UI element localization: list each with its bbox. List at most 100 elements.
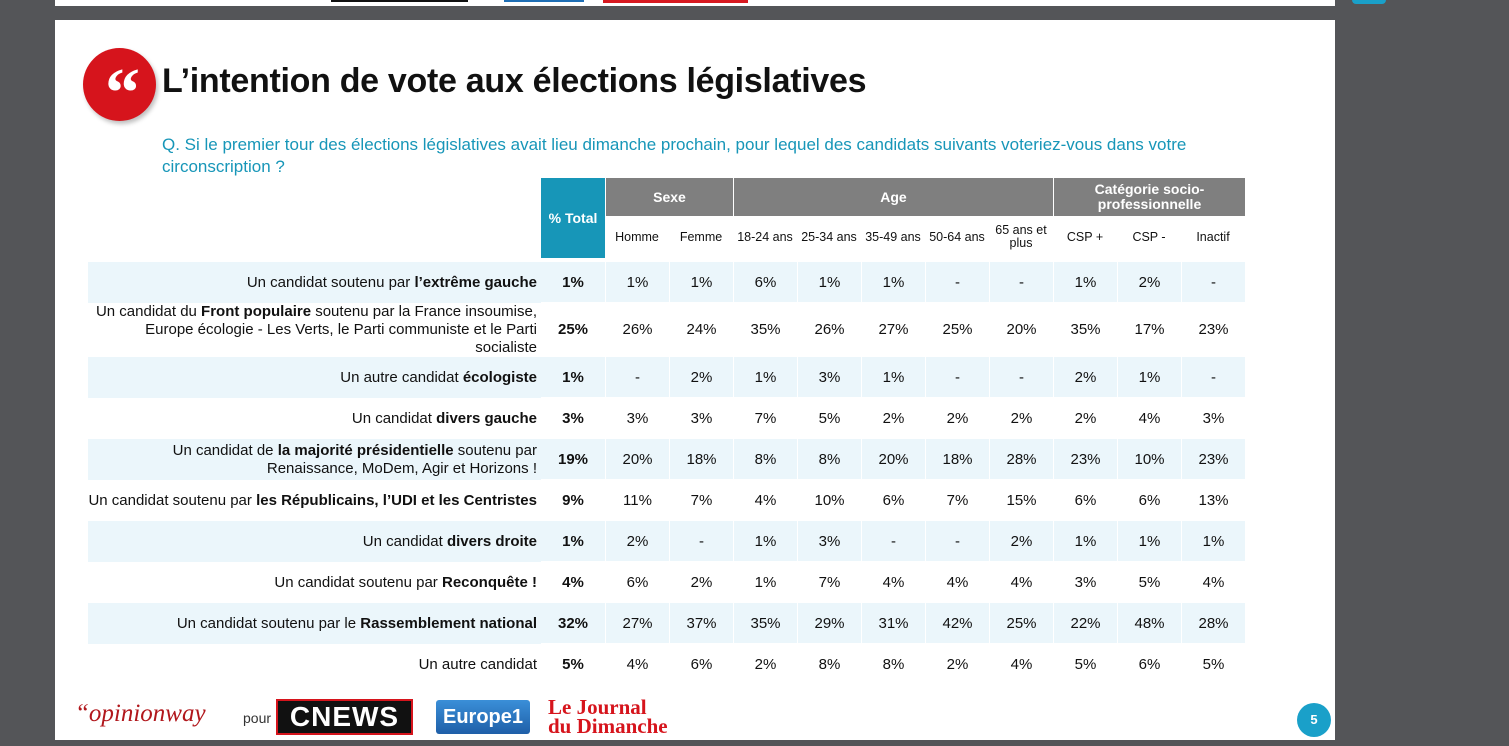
value-cell: 1% bbox=[1117, 521, 1181, 562]
row-label-text: Un candidat du bbox=[95, 303, 202, 320]
value-cell: 5% bbox=[1053, 644, 1117, 685]
value-cell: 2% bbox=[925, 398, 989, 439]
row-label: Un candidat soutenu par l’extrême gauche bbox=[88, 262, 541, 303]
value-cell: 3% bbox=[669, 398, 733, 439]
value-cell: 42% bbox=[925, 603, 989, 644]
value-cell: 27% bbox=[861, 303, 925, 357]
row-label-text: Un candidat soutenu par le bbox=[176, 614, 361, 632]
previous-cnews-logo bbox=[331, 0, 468, 2]
sub-header: Femme bbox=[679, 229, 723, 244]
value-cell: 3% bbox=[605, 398, 669, 439]
value-cell: 7% bbox=[733, 398, 797, 439]
value-cell: 4% bbox=[989, 562, 1053, 603]
row-label: Un candidat soutenu par les Républicains… bbox=[88, 480, 541, 521]
row-label-bold: les Républicains, l’UDI et les Centriste… bbox=[256, 491, 537, 509]
row-label-bold: l’extrême gauche bbox=[414, 273, 537, 291]
value-cell: 7% bbox=[797, 562, 861, 603]
value-cell: - bbox=[989, 357, 1053, 398]
sub-header: 50-64 ans bbox=[929, 229, 985, 244]
value-cell: 31% bbox=[861, 603, 925, 644]
value-cell: 1% bbox=[1117, 357, 1181, 398]
jdd-logo-line2: du Dimanche bbox=[548, 714, 668, 738]
value-cell: 1% bbox=[605, 262, 669, 303]
value-cell: 6% bbox=[733, 262, 797, 303]
value-cell: 15% bbox=[989, 480, 1053, 521]
value-cell: 10% bbox=[1117, 439, 1181, 480]
value-cell: 1% bbox=[733, 562, 797, 603]
row-label-bold: divers droite bbox=[446, 532, 537, 550]
value-cell: 2% bbox=[669, 357, 733, 398]
value-cell: 3% bbox=[797, 357, 861, 398]
value-cell: 2% bbox=[861, 398, 925, 439]
previous-slide-edge bbox=[55, 0, 1386, 6]
total-cell: 19% bbox=[541, 439, 605, 480]
row-label-text: Un candidat soutenu par bbox=[246, 273, 415, 291]
row-label-text: Un autre candidat bbox=[418, 655, 537, 673]
value-cell: 2% bbox=[989, 398, 1053, 439]
value-cell: 6% bbox=[669, 644, 733, 685]
row-label: Un autre candidat bbox=[88, 644, 541, 685]
row-label: Un autre candidat écologiste bbox=[88, 357, 541, 398]
row-label: Un candidat de la majorité présidentiell… bbox=[88, 439, 541, 480]
value-cell: - bbox=[925, 262, 989, 303]
value-cell: 1% bbox=[797, 262, 861, 303]
value-cell: - bbox=[669, 521, 733, 562]
row-label-text: Un candidat bbox=[362, 532, 447, 550]
value-cell: 4% bbox=[605, 644, 669, 685]
value-cell: 2% bbox=[989, 521, 1053, 562]
total-cell: 25% bbox=[541, 303, 605, 357]
value-cell: 3% bbox=[1053, 562, 1117, 603]
value-cell: 6% bbox=[1053, 480, 1117, 521]
value-cell: 5% bbox=[1181, 644, 1245, 685]
value-cell: 23% bbox=[1181, 303, 1245, 357]
row-label: Un candidat du Front populaire soutenu p… bbox=[88, 303, 541, 357]
row-label-text: Un candidat bbox=[351, 409, 437, 427]
row-label-text: soutenu par la France insoumise, Europe … bbox=[145, 303, 537, 356]
jdd-logo: Le Journal du Dimanche bbox=[548, 697, 698, 738]
value-cell: 4% bbox=[1117, 398, 1181, 439]
row-label: Un candidat soutenu par le Rassemblement… bbox=[88, 603, 541, 644]
previous-page-number bbox=[1352, 0, 1386, 4]
sub-header: CSP + bbox=[1066, 229, 1104, 244]
row-label-bold: Front populaire bbox=[201, 303, 312, 320]
value-cell: 5% bbox=[797, 398, 861, 439]
cnews-logo: CNEWS bbox=[276, 699, 413, 735]
value-cell: 2% bbox=[925, 644, 989, 685]
value-cell: 8% bbox=[797, 439, 861, 480]
table-row: Un candidat du Front populaire soutenu p… bbox=[88, 303, 1245, 357]
table-row: Un candidat soutenu par les Républicains… bbox=[88, 480, 1245, 521]
value-cell: 26% bbox=[605, 303, 669, 357]
previous-europe1-logo bbox=[504, 0, 584, 2]
value-cell: 6% bbox=[861, 480, 925, 521]
europe1-logo: Europe1 bbox=[436, 700, 530, 734]
value-cell: 6% bbox=[1117, 644, 1181, 685]
value-cell: 1% bbox=[1181, 521, 1245, 562]
value-cell: 20% bbox=[861, 439, 925, 480]
group-header-age: Age bbox=[733, 178, 1053, 216]
value-cell: 26% bbox=[797, 303, 861, 357]
table-row: Un autre candidat écologiste 1% -2% 1% 3% 1% -… bbox=[88, 357, 1245, 398]
value-cell: - bbox=[1181, 262, 1245, 303]
value-cell: 20% bbox=[989, 303, 1053, 357]
value-cell: 24% bbox=[669, 303, 733, 357]
slide: “ L’intention de vote aux élections légi… bbox=[55, 20, 1335, 740]
value-cell: 28% bbox=[1181, 603, 1245, 644]
value-cell: 2% bbox=[1053, 357, 1117, 398]
value-cell: - bbox=[925, 357, 989, 398]
value-cell: 8% bbox=[797, 644, 861, 685]
value-cell: 18% bbox=[669, 439, 733, 480]
total-cell: 5% bbox=[541, 644, 605, 685]
previous-jdd-logo bbox=[603, 0, 748, 3]
sub-header: 65 ans et plus bbox=[995, 223, 1047, 250]
value-cell: 8% bbox=[861, 644, 925, 685]
value-cell: 35% bbox=[733, 303, 797, 357]
total-cell: 32% bbox=[541, 603, 605, 644]
value-cell: 7% bbox=[925, 480, 989, 521]
table-row: Un autre candidat 5% 4% 6% 2% 8% 8% 2% 4% 5% 6% 5% bbox=[88, 644, 1245, 685]
page-number: 5 bbox=[1297, 703, 1331, 737]
value-cell: 11% bbox=[605, 480, 669, 521]
value-cell: 10% bbox=[797, 480, 861, 521]
total-cell: 3% bbox=[541, 398, 605, 439]
value-cell: 4% bbox=[989, 644, 1053, 685]
value-cell: 5% bbox=[1117, 562, 1181, 603]
